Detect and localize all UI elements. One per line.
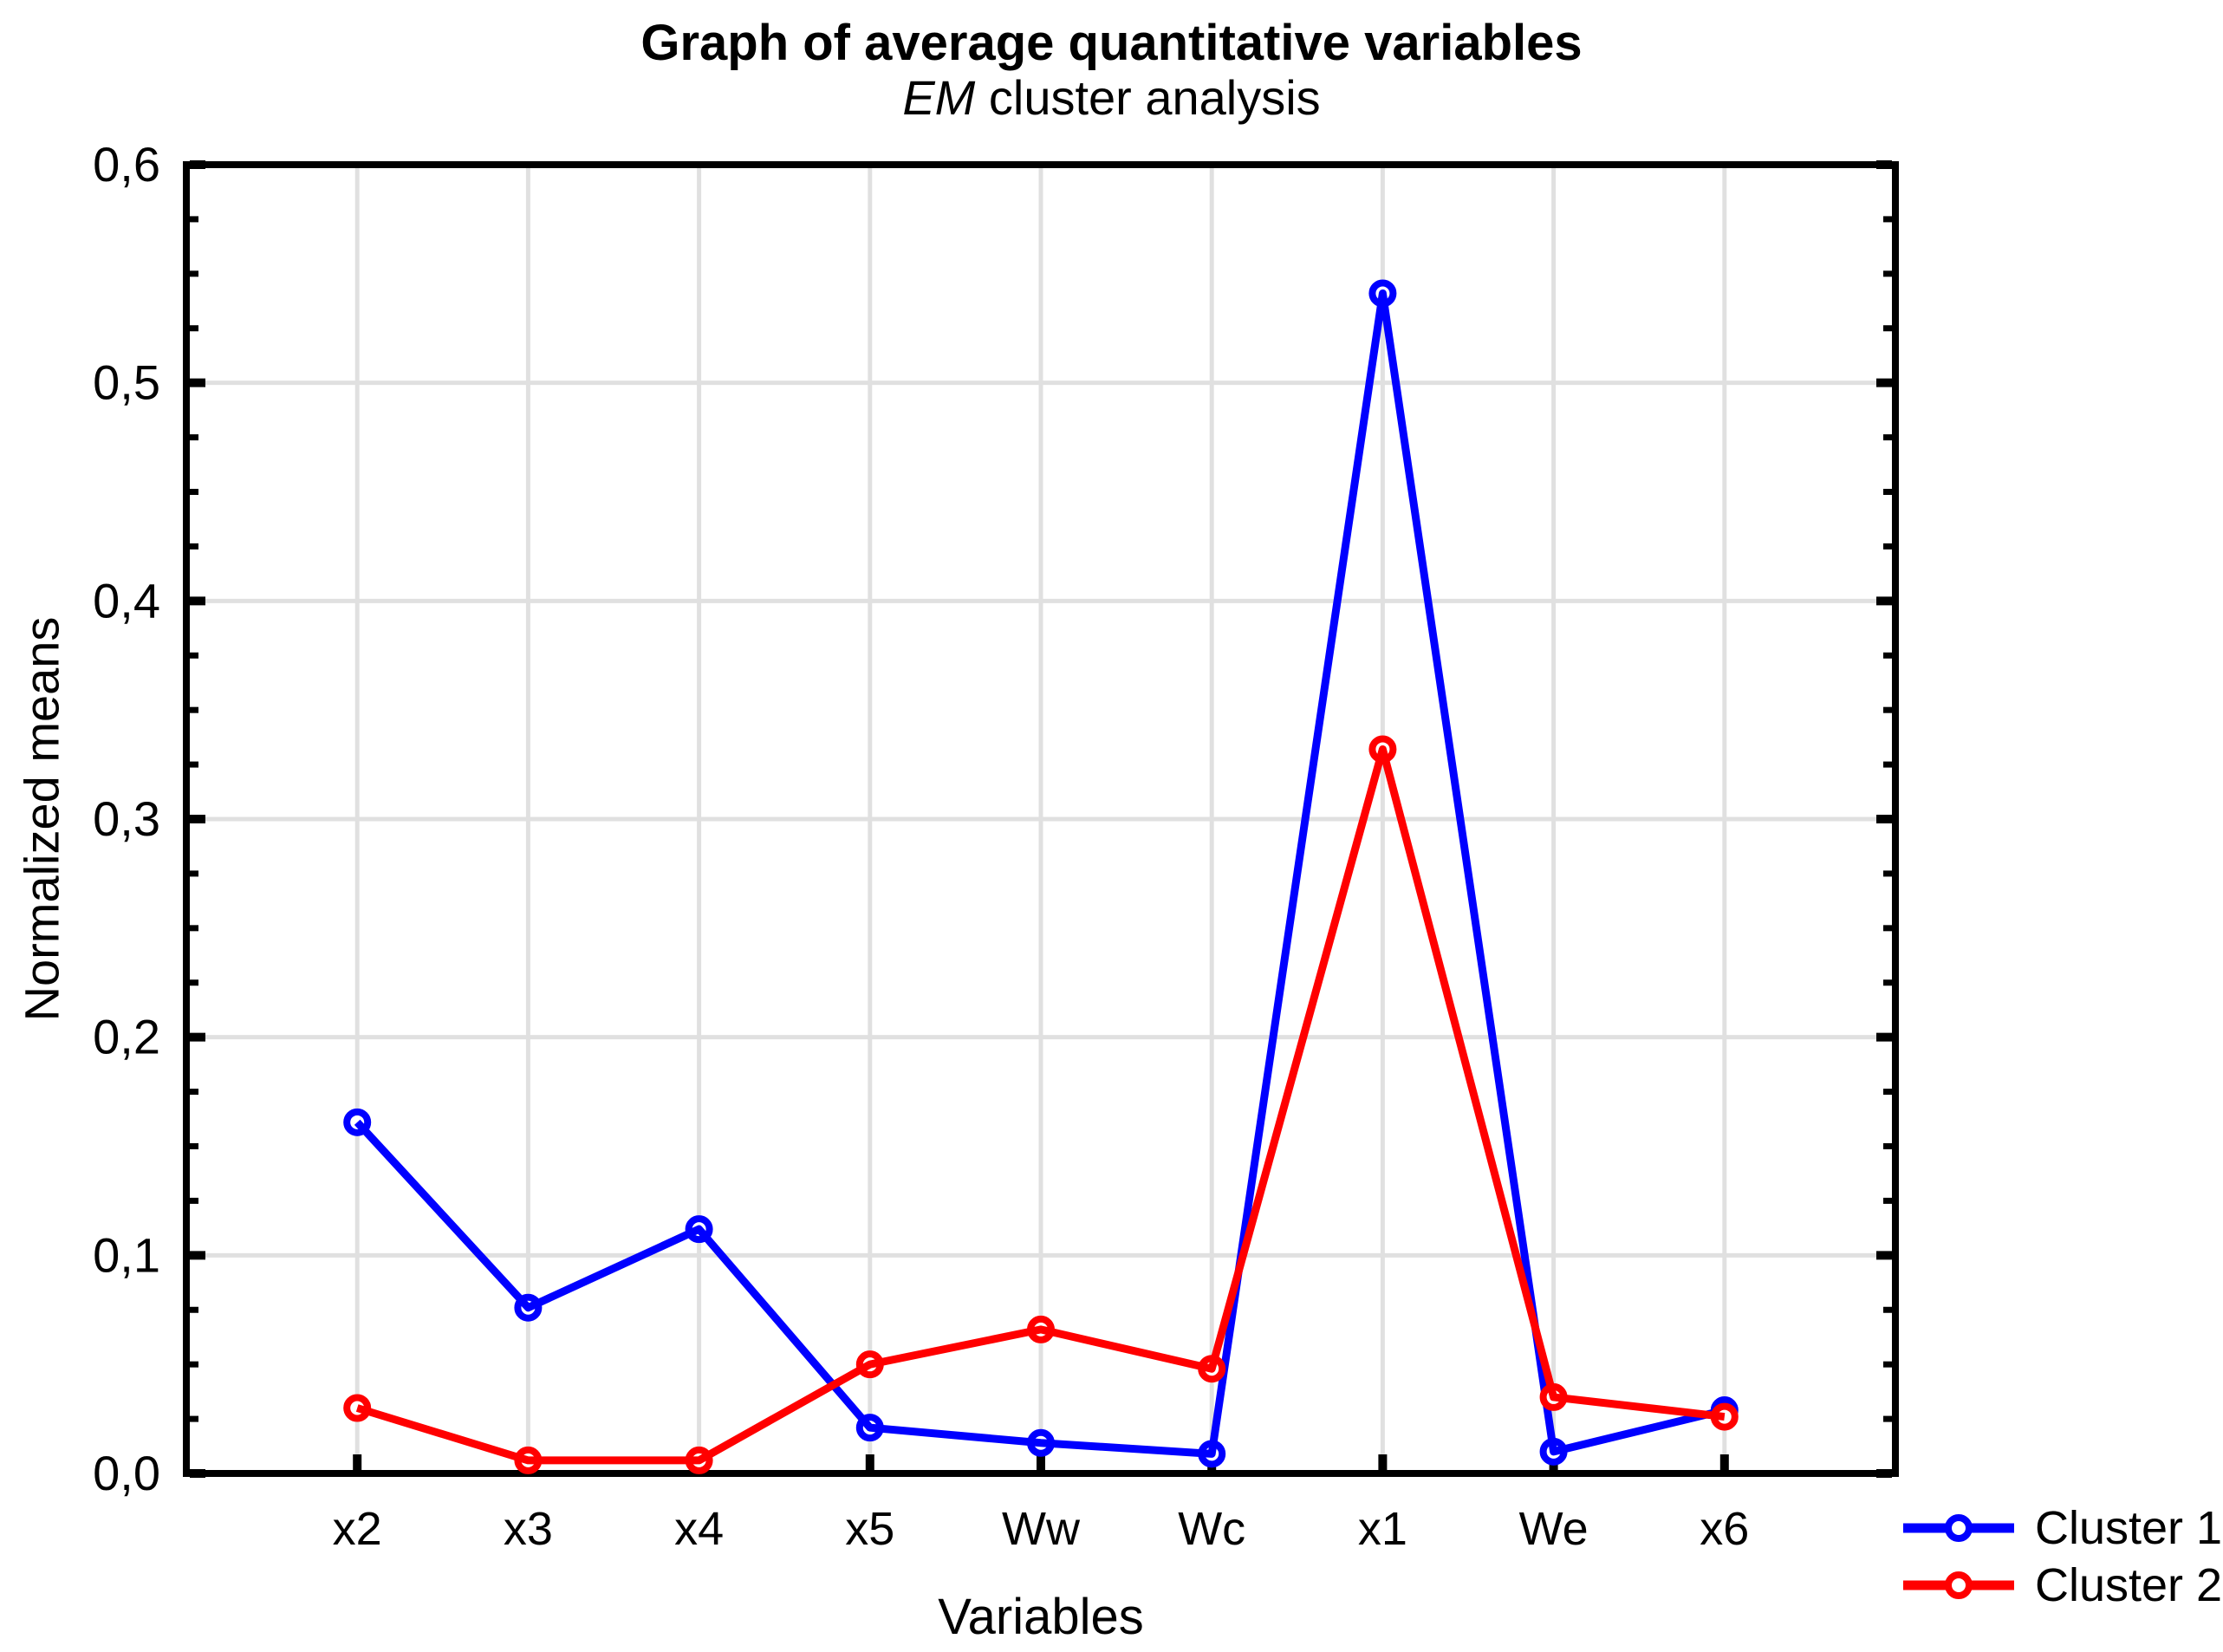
series-line-cluster-2	[355, 745, 1726, 1465]
x-tick-label: x4	[674, 1503, 724, 1555]
y-tick-label: 0,0	[93, 1446, 160, 1500]
x-tick-label: x3	[504, 1503, 553, 1555]
x-tick-label: Ww	[1002, 1503, 1081, 1555]
y-tick-label: 0,6	[93, 137, 160, 192]
y-tick-label: 0,1	[93, 1227, 160, 1282]
chart-subtitle-rest: cluster analysis	[975, 70, 1321, 125]
chart-title: Graph of average quantitative variables	[640, 15, 1583, 71]
legend-label: Cluster 1	[2035, 1502, 2223, 1554]
legend-line-marker-icon	[1903, 1571, 2014, 1599]
x-tick-label: x2	[333, 1503, 382, 1555]
y-tick-label: 0,4	[93, 573, 160, 628]
legend-item-cluster-1: Cluster 1	[1900, 1505, 2222, 1551]
x-axis-title: Variables	[938, 1589, 1144, 1645]
y-tick-label: 0,3	[93, 791, 160, 846]
x-tick-label: x6	[1700, 1503, 1749, 1555]
x-tick-label: Wc	[1178, 1503, 1245, 1555]
x-tick-label: x1	[1358, 1503, 1407, 1555]
x-tick-label: x5	[845, 1503, 894, 1555]
legend-label: Cluster 2	[2035, 1559, 2223, 1611]
chart-subtitle-method: EM	[902, 70, 976, 125]
legend-item-cluster-2: Cluster 2	[1900, 1562, 2222, 1609]
series-line-cluster-1	[354, 289, 1726, 1458]
y-tick-label: 0,5	[93, 355, 160, 410]
legend: Cluster 1 Cluster 2	[1900, 1505, 2222, 1609]
plot-border	[183, 161, 1899, 1477]
chart-subtitle: EM cluster analysis	[0, 69, 2223, 126]
y-tick-label: 0,2	[93, 1010, 160, 1064]
legend-line-marker-icon	[1903, 1514, 2014, 1542]
x-tick-label: We	[1519, 1503, 1589, 1555]
